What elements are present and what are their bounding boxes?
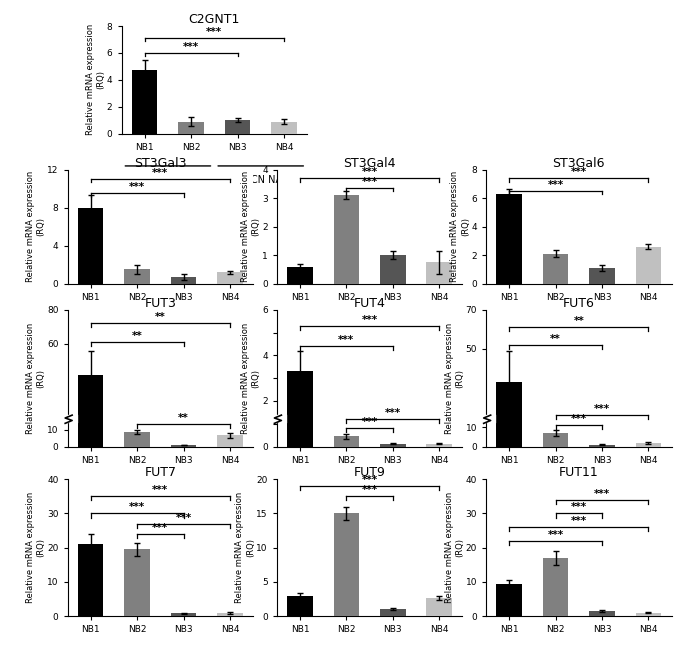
Bar	[178, 121, 204, 134]
Text: ***: ***	[594, 404, 610, 414]
Text: ***: ***	[207, 27, 222, 37]
Text: ***: ***	[153, 485, 168, 496]
Bar	[380, 255, 406, 284]
Text: ***: ***	[571, 516, 587, 526]
Title: C2GNT1: C2GNT1	[188, 13, 240, 26]
Title: FUT9: FUT9	[354, 466, 385, 479]
Y-axis label: Relative mRNA expression
(RQ): Relative mRNA expression (RQ)	[26, 323, 46, 434]
Bar	[636, 613, 661, 616]
Bar	[636, 246, 661, 284]
Bar	[589, 268, 615, 284]
Bar	[427, 598, 452, 616]
Text: ***: ***	[183, 42, 199, 52]
Y-axis label: Relative mRNA expression
(RQ): Relative mRNA expression (RQ)	[86, 24, 105, 136]
Title: ST3Gal6: ST3Gal6	[553, 156, 605, 170]
Text: ***: ***	[362, 485, 377, 496]
Bar	[78, 207, 103, 284]
Bar	[543, 558, 568, 616]
Bar	[380, 444, 406, 447]
Bar	[217, 436, 243, 447]
Y-axis label: Relative mRNA expression
(RQ): Relative mRNA expression (RQ)	[445, 323, 464, 434]
Bar	[427, 444, 452, 447]
Text: ***: ***	[571, 414, 587, 424]
Bar	[287, 267, 313, 284]
Text: ***: ***	[547, 180, 564, 190]
Bar	[171, 614, 196, 616]
Title: FUT7: FUT7	[144, 466, 176, 479]
Text: **: **	[178, 413, 189, 423]
Bar	[171, 445, 196, 447]
Bar	[225, 120, 250, 134]
Y-axis label: Relative mRNA expression
(RQ): Relative mRNA expression (RQ)	[450, 171, 470, 282]
Bar	[217, 273, 243, 284]
Text: **: **	[155, 312, 165, 322]
Bar	[496, 382, 522, 447]
Bar	[287, 596, 313, 616]
Bar	[427, 262, 452, 284]
Bar	[636, 443, 661, 447]
Text: ***: ***	[129, 183, 145, 192]
Y-axis label: Relative mRNA expression
(RQ): Relative mRNA expression (RQ)	[241, 323, 261, 434]
Bar	[543, 254, 568, 284]
Text: ***: ***	[385, 408, 401, 418]
Bar	[171, 277, 196, 284]
Text: **: **	[550, 334, 561, 344]
Title: ST3Gal4: ST3Gal4	[344, 156, 396, 170]
Bar	[589, 445, 615, 447]
Text: MYCN NA.: MYCN NA.	[237, 175, 285, 185]
Bar	[124, 432, 150, 447]
Text: ***: ***	[571, 502, 587, 512]
Y-axis label: Relative mRNA expression
(RQ): Relative mRNA expression (RQ)	[236, 492, 255, 603]
Text: ***: ***	[338, 335, 354, 345]
Y-axis label: Relative mRNA expression
(RQ): Relative mRNA expression (RQ)	[445, 492, 464, 603]
Bar	[380, 609, 406, 616]
Text: ***: ***	[362, 314, 377, 325]
Bar	[124, 269, 150, 284]
Text: ***: ***	[176, 512, 192, 523]
Bar	[333, 436, 359, 447]
Text: **: **	[132, 331, 142, 341]
Bar	[78, 375, 103, 447]
Title: ST3Gal3: ST3Gal3	[134, 156, 186, 170]
Bar	[496, 194, 522, 284]
Text: ***: ***	[362, 417, 377, 427]
Title: FUT11: FUT11	[559, 466, 599, 479]
Y-axis label: Relative mRNA expression
(RQ): Relative mRNA expression (RQ)	[26, 171, 46, 282]
Y-axis label: Relative mRNA expression
(RQ): Relative mRNA expression (RQ)	[26, 492, 46, 603]
Bar	[589, 611, 615, 616]
Text: **: **	[574, 316, 584, 326]
Text: MYCN A.: MYCN A.	[148, 175, 188, 185]
Bar	[287, 372, 313, 447]
Text: ***: ***	[362, 475, 377, 485]
Bar	[333, 514, 359, 616]
Text: ***: ***	[594, 488, 610, 499]
Text: ***: ***	[153, 168, 168, 178]
Bar	[124, 550, 150, 616]
Bar	[333, 195, 359, 284]
Text: ***: ***	[547, 529, 564, 540]
Bar	[496, 584, 522, 616]
Text: ***: ***	[571, 167, 587, 177]
Title: FUT4: FUT4	[354, 297, 385, 310]
Text: ***: ***	[129, 502, 145, 512]
Title: FUT6: FUT6	[563, 297, 595, 310]
Title: FUT3: FUT3	[144, 297, 176, 310]
Bar	[271, 121, 297, 134]
Bar	[132, 70, 157, 134]
Bar	[217, 613, 243, 616]
Y-axis label: Relative mRNA expression
(RQ): Relative mRNA expression (RQ)	[241, 171, 261, 282]
Text: ***: ***	[362, 177, 377, 187]
Bar	[78, 544, 103, 616]
Bar	[543, 433, 568, 447]
Text: ***: ***	[362, 167, 377, 177]
Text: ***: ***	[153, 523, 168, 533]
